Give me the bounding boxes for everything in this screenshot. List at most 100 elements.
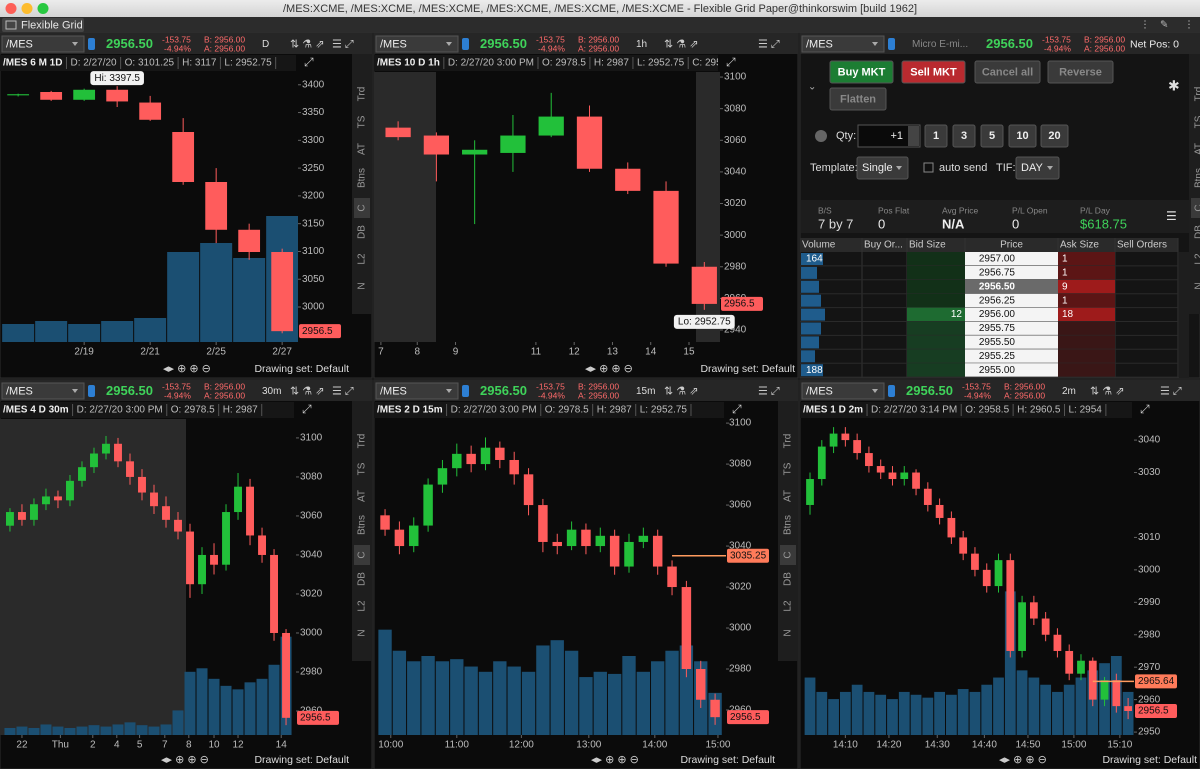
side-tab[interactable]: AT <box>357 143 368 155</box>
tif-select[interactable] <box>1015 156 1060 180</box>
side-tab[interactable]: Btns <box>357 515 368 535</box>
symbol-box[interactable] <box>375 35 459 53</box>
qty-spinner[interactable] <box>908 126 919 146</box>
panel-menu[interactable]: ☰ ⤢ <box>1160 385 1182 397</box>
qty-preset[interactable] <box>952 124 976 148</box>
side-tab[interactable]: L2 <box>357 600 368 612</box>
qty-preset[interactable] <box>1008 124 1037 148</box>
panel-menu[interactable]: ☰ ⤢ <box>758 385 780 397</box>
expand-icon[interactable]: ⤢ <box>303 55 314 69</box>
zoom-button[interactable] <box>37 3 49 14</box>
side-tab[interactable]: DB <box>783 572 794 586</box>
side-tab[interactable]: Trd <box>357 434 368 449</box>
side-tab[interactable]: L2 <box>783 600 794 612</box>
dropdown-arrow <box>446 42 452 46</box>
toolbar-icon[interactable]: ⋮ <box>1184 20 1194 31</box>
ladder-ask: 1 <box>1062 254 1068 265</box>
side-tab[interactable]: C <box>1194 204 1200 211</box>
toolbar-icon[interactable]: ✎ <box>1160 20 1168 31</box>
symbol-box[interactable] <box>801 382 885 400</box>
side-tab[interactable]: Trd <box>783 434 794 449</box>
minimize-button[interactable] <box>21 3 33 14</box>
candle-body <box>652 535 663 567</box>
order-button[interactable] <box>974 60 1041 84</box>
grid-tab[interactable] <box>2 18 84 32</box>
side-tab[interactable]: DB <box>1194 225 1200 239</box>
chart-controls[interactable]: ◂▸ ⊕ ⊕ ⊖ <box>163 363 211 375</box>
side-tab[interactable]: Btns <box>783 515 794 535</box>
side-tab[interactable]: N <box>357 629 368 636</box>
order-button[interactable] <box>1047 60 1114 84</box>
side-tab[interactable]: TS <box>357 462 368 475</box>
settings-icon[interactable]: ✱ <box>1168 78 1180 94</box>
qty-preset[interactable] <box>924 124 948 148</box>
side-tab[interactable]: C <box>783 551 794 558</box>
side-tab-active[interactable] <box>780 545 796 565</box>
side-tab[interactable]: N <box>1194 282 1200 289</box>
side-tab-active[interactable] <box>354 198 370 218</box>
chart-tools[interactable]: ⇅ ⚗ ⇗ <box>1090 385 1124 397</box>
volume-bar <box>88 725 100 735</box>
chart-controls[interactable]: ◂▸ ⊕ ⊕ ⊖ <box>591 754 639 766</box>
side-tab[interactable]: L2 <box>357 253 368 265</box>
bid-highlight <box>907 307 965 322</box>
side-tab[interactable]: AT <box>783 490 794 502</box>
link-icon[interactable] <box>462 38 469 50</box>
link-icon[interactable] <box>88 38 95 50</box>
side-tab[interactable]: Btns <box>1194 168 1200 188</box>
side-tab[interactable]: N <box>357 282 368 289</box>
side-tab[interactable]: TS <box>1194 115 1200 128</box>
side-tab[interactable]: DB <box>357 572 368 586</box>
symbol-box[interactable] <box>801 35 885 53</box>
order-button[interactable] <box>829 87 887 111</box>
chart-controls[interactable]: ◂▸ ⊕ ⊕ ⊖ <box>999 754 1047 766</box>
side-tab[interactable]: Trd <box>357 87 368 102</box>
chart-controls[interactable]: ◂▸ ⊕ ⊕ ⊖ <box>161 754 209 766</box>
expand-icon[interactable]: ⤢ <box>301 402 312 416</box>
expand-icon[interactable]: ⤢ <box>1139 402 1150 416</box>
link-icon[interactable] <box>462 385 469 397</box>
symbol-box[interactable] <box>1 35 85 53</box>
symbol-box[interactable] <box>375 382 459 400</box>
template-select[interactable] <box>856 156 909 180</box>
chart-tools[interactable]: ⇅ ⚗ ⇗ <box>664 385 698 397</box>
qty-preset[interactable] <box>980 124 1004 148</box>
toolbar-icon[interactable]: ⋮ <box>1140 20 1150 31</box>
link-icon[interactable] <box>888 385 895 397</box>
chart-tools[interactable]: ⇅ ⚗ ⇗ <box>290 385 324 397</box>
expand-icon[interactable]: ⤢ <box>725 55 736 69</box>
side-tab[interactable]: TS <box>783 462 794 475</box>
side-tab-active[interactable] <box>1191 198 1200 218</box>
help-icon[interactable] <box>815 130 827 142</box>
collapse-icon[interactable]: ⌄ <box>808 82 816 93</box>
close-button[interactable] <box>5 3 17 14</box>
link-icon[interactable] <box>88 385 95 397</box>
expand-icon[interactable]: ⤢ <box>731 402 742 416</box>
panel-menu[interactable]: ☰ ⤢ <box>332 38 354 50</box>
side-tab[interactable]: AT <box>1194 143 1200 155</box>
side-tab[interactable]: Btns <box>357 168 368 188</box>
chart-tools[interactable]: ⇅ ⚗ ⇗ <box>290 38 324 50</box>
qty-preset[interactable] <box>1040 124 1069 148</box>
side-tab[interactable]: AT <box>357 490 368 502</box>
panel-menu[interactable]: ☰ ⤢ <box>758 38 780 50</box>
side-tab[interactable]: C <box>357 204 368 211</box>
order-button[interactable] <box>829 60 894 84</box>
auto-send-checkbox[interactable] <box>923 162 934 173</box>
symbol-box[interactable] <box>1 382 85 400</box>
side-tab[interactable]: Trd <box>1194 87 1200 102</box>
qty-input[interactable] <box>857 124 921 148</box>
side-tab[interactable]: L2 <box>1194 253 1200 265</box>
side-tab[interactable]: TS <box>357 115 368 128</box>
link-icon[interactable] <box>888 38 895 50</box>
side-tab[interactable]: DB <box>357 225 368 239</box>
side-tab[interactable]: N <box>783 629 794 636</box>
side-tab-active[interactable] <box>354 545 370 565</box>
side-tab[interactable]: C <box>357 551 368 558</box>
panel-menu[interactable]: ☰ ⤢ <box>332 385 354 397</box>
header-bar <box>800 33 1200 54</box>
chart-controls[interactable]: ◂▸ ⊕ ⊕ ⊖ <box>585 363 633 375</box>
table-menu[interactable]: ☰ <box>1166 209 1177 223</box>
chart-tools[interactable]: ⇅ ⚗ ⇗ <box>664 38 698 50</box>
order-button[interactable] <box>901 60 966 84</box>
